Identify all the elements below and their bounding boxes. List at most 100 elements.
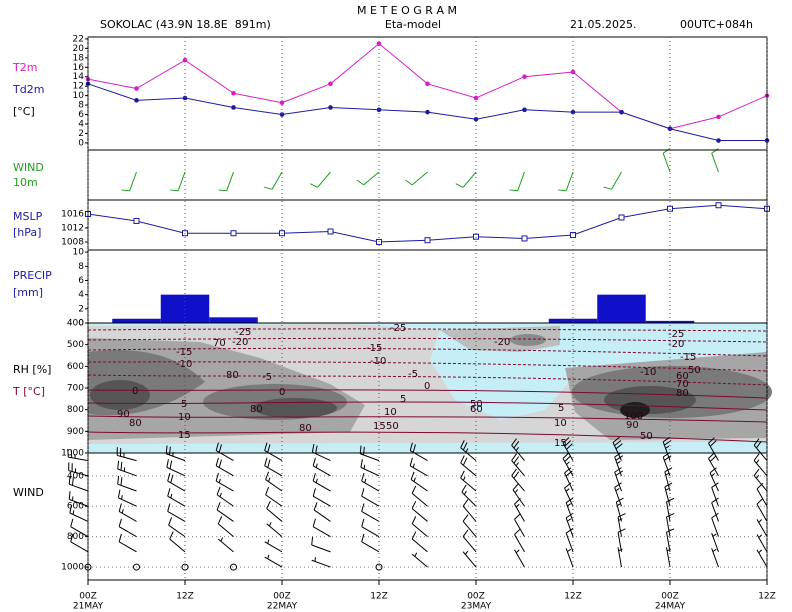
wind-barb: [167, 488, 186, 507]
wind-barb: [264, 457, 283, 477]
contour-label: 50: [688, 365, 701, 376]
wind-barb: [118, 518, 137, 538]
wind-barb: [266, 522, 283, 538]
bar: [209, 317, 258, 323]
contour-label: 70: [676, 379, 689, 390]
wind-barb: [70, 518, 89, 538]
panel-label: MSLP: [13, 210, 43, 223]
wind-barb: [167, 503, 186, 522]
wind-barb: [117, 489, 137, 507]
x-tick-label: 12Z: [564, 592, 582, 602]
marker: [328, 81, 333, 87]
y-tick-label: 800: [67, 405, 84, 415]
wind-barb: [361, 503, 380, 522]
contour-label: -25: [235, 327, 251, 338]
contour-label: 80: [299, 423, 312, 434]
x-tick-label: 00Z: [661, 592, 679, 602]
wind-barb: [67, 448, 89, 462]
date-label: 24MAY: [655, 602, 686, 612]
wind-barb: [169, 531, 186, 553]
y-tick-label: 14: [73, 72, 85, 82]
y-tick-label: 18: [73, 53, 85, 63]
y-tick-label: 1000: [61, 449, 84, 459]
wind-barb: [565, 548, 574, 568]
wind-barb: [312, 488, 331, 507]
y-tick-label: 22: [73, 34, 84, 44]
wind-barb: [756, 482, 768, 507]
wind-barb: [166, 459, 186, 477]
wind-barb: [664, 467, 673, 492]
contour-label: 50: [386, 421, 399, 432]
contour-label: -15: [680, 352, 696, 363]
wind-barb: [617, 513, 626, 537]
contour-label: -10: [640, 367, 656, 378]
y-tick-label: 12: [73, 82, 84, 92]
wind-barb: [411, 485, 428, 507]
marker: [231, 90, 236, 96]
wind-barb: [133, 563, 140, 571]
wind-barb: [708, 437, 719, 461]
marker: [521, 235, 528, 242]
contour-label: 5: [558, 403, 564, 414]
marker: [134, 98, 139, 103]
station: SOKOLAC (43.9N 18.8E 891m): [100, 18, 271, 31]
contour-label: 90: [626, 420, 639, 431]
contour-label: 80: [129, 418, 142, 429]
wind-barb: [118, 533, 137, 553]
wind-barb: [217, 537, 234, 553]
wind-barb: [711, 548, 719, 568]
wind-barb: [756, 549, 768, 568]
y-tick-label: 10: [73, 91, 85, 101]
contour-label: 80: [226, 370, 239, 381]
marker: [667, 126, 673, 132]
wind-barb: [514, 528, 525, 553]
y-tick-label: 8: [78, 101, 84, 111]
wind-barb: [409, 457, 428, 477]
marker: [522, 107, 527, 113]
wind-barb: [614, 482, 622, 507]
wind-barb: [218, 171, 234, 192]
x-tick-label: 00Z: [467, 592, 485, 602]
marker: [376, 41, 382, 46]
y-tick-label: 6: [78, 110, 84, 120]
contour-label: -5: [262, 372, 272, 383]
wind-barb: [68, 475, 89, 492]
wind-barb: [410, 471, 428, 492]
wind-barb: [70, 533, 89, 553]
wind-barb: [217, 516, 234, 538]
isotherm: [87, 401, 768, 411]
title: M E T E O G R A M: [357, 4, 457, 17]
contour-label: 50: [470, 399, 483, 410]
contour-label: 80: [250, 404, 263, 415]
wind-barb: [514, 513, 525, 537]
wind-barb: [310, 171, 331, 188]
contour-label: 60: [676, 371, 689, 382]
contour-label: -25: [668, 329, 684, 340]
contour-label: -15: [176, 347, 192, 358]
wind-barb: [68, 491, 89, 507]
wind-barb: [311, 443, 331, 462]
x-tick-label: 00Z: [79, 592, 97, 602]
contour-label: -15: [366, 343, 382, 354]
marker: [133, 217, 140, 224]
y-tick-label: 1012: [61, 223, 84, 233]
wind-barb: [666, 497, 675, 522]
wind-barb: [361, 488, 380, 507]
wind-barb: [460, 455, 477, 477]
wind-barb: [615, 497, 624, 522]
panel-label: [mm]: [13, 286, 43, 299]
marker: [522, 74, 527, 80]
wind-barb: [375, 563, 383, 571]
wind-barb: [753, 468, 768, 492]
wind-barb: [312, 472, 331, 492]
marker: [328, 105, 333, 110]
bar: [160, 294, 210, 323]
wind-barb: [711, 497, 719, 522]
isotherm: [87, 361, 768, 372]
y-tick-label: 600: [67, 502, 84, 512]
marker: [425, 109, 430, 115]
wind-barb: [462, 529, 477, 553]
run-time: 00UTC+084h: [680, 18, 753, 31]
wind-barb: [264, 442, 283, 462]
isotherm: [87, 389, 768, 399]
